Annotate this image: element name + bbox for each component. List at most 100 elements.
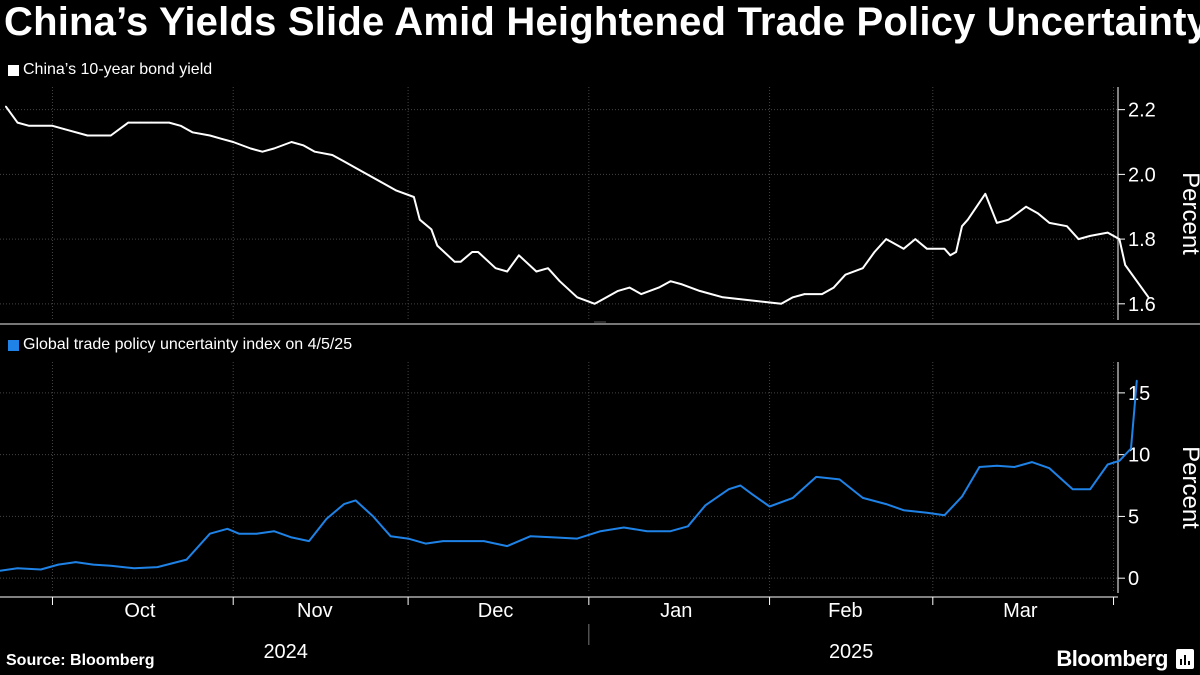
data-point-trade-uncertainty-57: [1106, 463, 1109, 466]
data-point-trade-uncertainty-4: [75, 561, 77, 563]
data-point-trade-uncertainty-12: [238, 532, 240, 535]
data-point-bond-yield-45: [599, 299, 602, 302]
legend-label-trade-uncertainty: Global trade policy uncertainty index on…: [23, 336, 353, 353]
bloomberg-logo: Bloomberg: [1056, 646, 1168, 671]
data-point-bond-yield-19: [273, 147, 275, 150]
data-point-trade-uncertainty-58: [1118, 460, 1121, 462]
data-point-bond-yield-46: [617, 290, 619, 292]
data-point-bond-yield-54: [722, 296, 724, 299]
x-month-label-1: Nov: [297, 600, 333, 622]
data-point-trade-uncertainty-9: [185, 558, 188, 561]
data-point-bond-yield-35: [471, 251, 474, 253]
data-point-bond-yield-10: [150, 121, 153, 124]
ytick-label-trade-uncertainty-1: 5: [1128, 506, 1139, 528]
data-point-trade-uncertainty-28: [529, 535, 532, 537]
data-point-bond-yield-50: [669, 280, 672, 283]
data-point-trade-uncertainty-39: [751, 493, 753, 496]
data-point-trade-uncertainty-46: [902, 509, 905, 512]
legend-swatch-bond-yield: [8, 64, 19, 76]
data-point-bond-yield-36: [477, 251, 479, 253]
data-point-trade-uncertainty-59: [1130, 447, 1132, 450]
data-point-bond-yield-43: [576, 296, 578, 299]
bloomberg-chart-icon: [1176, 649, 1194, 669]
data-point-bond-yield-5: [86, 134, 89, 137]
data-point-trade-uncertainty-34: [669, 530, 672, 532]
ytick-label-bond-yield-1: 1.8: [1128, 229, 1156, 251]
data-point-trade-uncertainty-43: [838, 478, 841, 481]
data-point-bond-yield-2: [28, 125, 30, 127]
data-point-bond-yield-25: [354, 167, 357, 169]
data-point-trade-uncertainty-49: [961, 495, 963, 498]
data-point-bond-yield-62: [873, 251, 876, 253]
data-point-trade-uncertainty-48: [943, 514, 946, 516]
data-point-trade-uncertainty-3: [57, 563, 60, 566]
data-point-trade-uncertainty-54: [1048, 467, 1051, 470]
data-point-bond-yield-55: [780, 303, 782, 305]
data-point-bond-yield-0: [5, 105, 7, 108]
ytick-label-trade-uncertainty-3: 15: [1128, 383, 1150, 405]
ytick-label-bond-yield-3: 2.2: [1128, 100, 1156, 122]
data-point-trade-uncertainty-10: [209, 532, 211, 535]
data-point-bond-yield-26: [372, 176, 374, 179]
data-point-bond-yield-78: [1066, 225, 1068, 227]
data-point-trade-uncertainty-27: [506, 545, 509, 547]
data-point-trade-uncertainty-6: [110, 565, 112, 567]
data-point-bond-yield-72: [984, 193, 987, 195]
data-point-bond-yield-7: [110, 134, 112, 137]
data-point-trade-uncertainty-56: [1089, 488, 1091, 491]
data-point-trade-uncertainty-20: [372, 515, 374, 518]
data-point-bond-yield-81: [1106, 231, 1109, 234]
data-point-bond-yield-27: [384, 183, 386, 185]
data-point-bond-yield-48: [640, 293, 643, 295]
data-point-bond-yield-12: [179, 125, 182, 127]
data-point-bond-yield-4: [63, 128, 65, 130]
data-point-trade-uncertainty-13: [255, 532, 258, 535]
data-point-bond-yield-51: [681, 283, 683, 286]
data-point-trade-uncertainty-26: [483, 540, 485, 542]
data-point-bond-yield-66: [926, 248, 928, 250]
data-point-bond-yield-60: [844, 273, 847, 276]
data-point-trade-uncertainty-44: [862, 497, 864, 499]
x-year-label-0: 2024: [263, 641, 308, 663]
data-point-bond-yield-57: [803, 293, 806, 295]
data-point-bond-yield-22: [314, 150, 316, 153]
data-point-trade-uncertainty-21: [389, 535, 392, 537]
data-point-bond-yield-77: [1048, 222, 1051, 224]
data-point-bond-yield-65: [914, 238, 917, 240]
data-point-trade-uncertainty-16: [308, 540, 310, 542]
data-point-trade-uncertainty-50: [978, 466, 981, 468]
data-point-bond-yield-15: [220, 138, 223, 140]
data-point-trade-uncertainty-33: [646, 530, 648, 532]
legend-bond-yield: China’s 10-year bond yield: [8, 61, 212, 79]
data-point-bond-yield-47: [628, 286, 631, 289]
data-point-trade-uncertainty-30: [576, 537, 578, 540]
legend-label-bond-yield: China’s 10-year bond yield: [23, 61, 213, 78]
data-point-trade-uncertainty-14: [273, 530, 275, 532]
data-point-trade-uncertainty-35: [687, 525, 689, 528]
data-point-trade-uncertainty-5: [92, 563, 95, 566]
data-point-trade-uncertainty-47: [926, 511, 928, 514]
data-point-bond-yield-44: [593, 303, 596, 305]
data-point-trade-uncertainty-42: [815, 476, 817, 478]
data-point-trade-uncertainty-52: [1013, 466, 1016, 468]
data-point-trade-uncertainty-19: [354, 499, 357, 502]
data-point-bond-yield-33: [453, 261, 456, 263]
data-point-bond-yield-42: [558, 280, 561, 283]
data-point-bond-yield-80: [1089, 235, 1091, 237]
ytick-label-trade-uncertainty-2: 10: [1128, 445, 1150, 467]
data-point-bond-yield-14: [209, 134, 211, 137]
data-point-bond-yield-17: [249, 147, 252, 150]
x-month-label-4: Feb: [828, 600, 862, 622]
data-point-trade-uncertainty-22: [407, 537, 409, 540]
data-point-trade-uncertainty-23: [424, 542, 427, 545]
data-point-trade-uncertainty-36: [704, 504, 707, 507]
data-point-bond-yield-28: [395, 189, 398, 192]
data-point-bond-yield-49: [658, 286, 660, 289]
data-point-bond-yield-11: [168, 121, 170, 124]
data-point-trade-uncertainty-37: [728, 488, 730, 491]
data-point-trade-uncertainty-41: [792, 497, 794, 499]
data-point-bond-yield-38: [506, 270, 509, 273]
data-point-trade-uncertainty-38: [739, 484, 742, 487]
top-chart-bond-yield: 1.6 1.8 2.0 2.2 Percent: [0, 87, 1200, 320]
